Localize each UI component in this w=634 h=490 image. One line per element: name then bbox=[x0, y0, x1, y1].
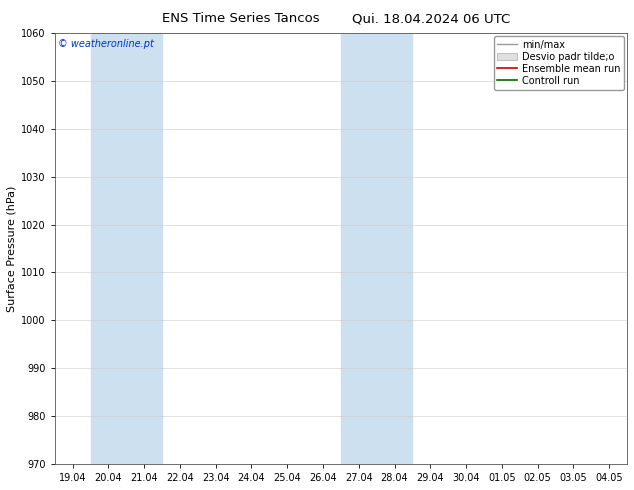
Text: Qui. 18.04.2024 06 UTC: Qui. 18.04.2024 06 UTC bbox=[352, 12, 510, 25]
Text: © weatheronline.pt: © weatheronline.pt bbox=[58, 40, 153, 49]
Legend: min/max, Desvio padr tilde;o, Ensemble mean run, Controll run: min/max, Desvio padr tilde;o, Ensemble m… bbox=[493, 36, 624, 90]
Bar bbox=[91, 33, 162, 464]
Text: ENS Time Series Tancos: ENS Time Series Tancos bbox=[162, 12, 320, 25]
Bar bbox=[341, 33, 413, 464]
Y-axis label: Surface Pressure (hPa): Surface Pressure (hPa) bbox=[7, 185, 17, 312]
